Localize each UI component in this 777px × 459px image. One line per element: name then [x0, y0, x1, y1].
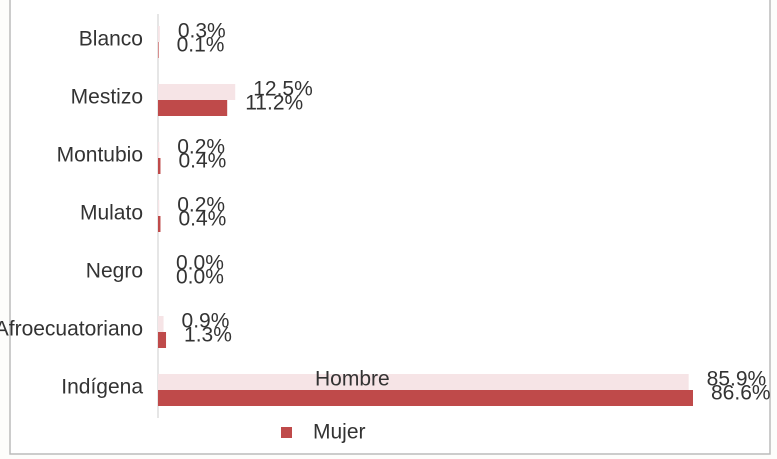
value-label: 1.3%: [184, 324, 232, 347]
category-label: Mestizo: [71, 86, 143, 109]
bar: [158, 84, 236, 100]
legend-swatch: [291, 374, 302, 385]
category-label: Negro: [86, 260, 143, 283]
bar: [158, 216, 161, 232]
category-label: Montubio: [57, 144, 143, 167]
value-label: 0.2%: [177, 194, 225, 217]
category-label: Indígena: [61, 376, 143, 399]
value-label: 85.9%: [707, 368, 767, 391]
value-label: 0.0%: [176, 252, 224, 275]
bar: [158, 26, 160, 42]
bar: [158, 142, 160, 158]
value-label: 0.2%: [177, 136, 225, 159]
category-label: Afroecuatoriano: [0, 318, 143, 341]
value-label: 0.4%: [178, 208, 226, 231]
legend-label: Hombre: [315, 368, 390, 391]
bar: [158, 316, 164, 332]
value-label: 0.9%: [182, 310, 230, 333]
legend-swatch: [281, 427, 292, 438]
legend-label: Mujer: [313, 421, 366, 444]
bar: [158, 42, 159, 58]
value-label: 12.5%: [253, 78, 313, 101]
bar: [158, 374, 689, 390]
value-label: 86.6%: [711, 382, 771, 405]
value-label: 0.0%: [176, 266, 224, 289]
value-label: 11.2%: [245, 92, 303, 115]
bar: [158, 158, 161, 174]
bar: [158, 200, 160, 216]
value-label: 0.3%: [178, 20, 226, 43]
category-label: Blanco: [79, 28, 143, 51]
value-label: 0.1%: [177, 34, 225, 57]
bar: [158, 332, 167, 348]
bar: [158, 100, 228, 116]
bar: [158, 390, 693, 406]
value-label: 0.4%: [178, 150, 226, 173]
category-label: Mulato: [80, 202, 143, 225]
